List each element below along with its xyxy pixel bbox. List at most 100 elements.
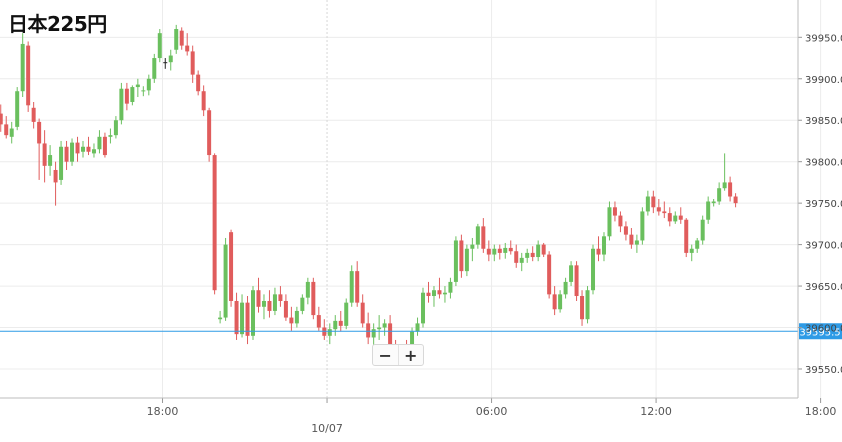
candle bbox=[179, 27, 184, 50]
candle-body bbox=[37, 121, 42, 144]
candle-body bbox=[75, 142, 80, 154]
candle-body bbox=[196, 74, 201, 92]
candle bbox=[634, 234, 639, 253]
candle bbox=[640, 207, 645, 245]
candle bbox=[525, 248, 530, 263]
candle-body bbox=[580, 296, 585, 320]
candle-body bbox=[481, 226, 486, 249]
candle-body bbox=[20, 43, 25, 92]
candle bbox=[700, 215, 705, 245]
candle-body bbox=[421, 292, 426, 324]
candle bbox=[497, 244, 502, 260]
candle-body bbox=[190, 51, 195, 75]
candle bbox=[464, 244, 469, 277]
candle-body bbox=[514, 251, 519, 263]
candle bbox=[311, 277, 316, 320]
candle-body bbox=[48, 155, 53, 166]
candle bbox=[629, 228, 634, 249]
candle-body bbox=[64, 146, 69, 162]
candle bbox=[442, 286, 447, 303]
candle bbox=[459, 234, 464, 278]
candle bbox=[601, 232, 606, 262]
candle-body bbox=[656, 207, 661, 212]
candle bbox=[102, 132, 107, 158]
candle bbox=[426, 281, 431, 303]
candle bbox=[722, 153, 727, 191]
candle bbox=[81, 140, 86, 158]
candle-body bbox=[377, 327, 382, 330]
candle-body bbox=[0, 113, 3, 125]
candle-body bbox=[15, 91, 20, 127]
candle bbox=[338, 310, 343, 332]
candle bbox=[278, 286, 283, 307]
candle-body bbox=[695, 240, 700, 249]
x-tick-label: 10/07 bbox=[311, 422, 343, 435]
candle bbox=[130, 85, 135, 106]
candle bbox=[519, 252, 524, 272]
candle bbox=[596, 236, 601, 262]
candle-body bbox=[492, 248, 497, 255]
candle-body bbox=[311, 281, 316, 316]
candle bbox=[421, 287, 426, 328]
candle bbox=[558, 290, 563, 313]
candle bbox=[563, 277, 568, 299]
candle-body bbox=[475, 226, 480, 245]
candle bbox=[283, 294, 288, 321]
candle-body bbox=[53, 169, 58, 183]
candle-body bbox=[26, 45, 31, 106]
candle-body bbox=[207, 110, 212, 156]
candle-body bbox=[525, 252, 530, 258]
zoom-control: − + bbox=[372, 344, 424, 366]
candle-body bbox=[634, 240, 639, 245]
candle-body bbox=[344, 302, 349, 326]
candle bbox=[272, 287, 277, 316]
candle bbox=[135, 78, 140, 98]
candle bbox=[492, 244, 497, 262]
y-tick-label: 39700.0 bbox=[805, 241, 842, 252]
candles-layer bbox=[0, 24, 738, 365]
candle-body bbox=[711, 201, 716, 204]
candle-body bbox=[355, 271, 360, 303]
candle-body bbox=[360, 302, 365, 324]
candle bbox=[97, 130, 102, 154]
candle bbox=[448, 277, 453, 299]
candle-body bbox=[152, 58, 157, 79]
candle-body bbox=[415, 323, 420, 332]
candle-body bbox=[42, 143, 47, 166]
zoom-in-button[interactable]: + bbox=[397, 345, 424, 365]
candle-body bbox=[97, 136, 102, 150]
candle-body bbox=[163, 62, 168, 64]
candle bbox=[37, 118, 42, 180]
candle bbox=[119, 82, 124, 125]
candle-body bbox=[316, 315, 321, 328]
candle bbox=[245, 296, 250, 345]
candle bbox=[503, 242, 508, 259]
candle bbox=[651, 190, 656, 214]
candle-body bbox=[338, 320, 343, 326]
candle-body bbox=[218, 317, 223, 320]
candle bbox=[75, 136, 80, 162]
candle bbox=[168, 49, 173, 71]
x-tick-label: 12:00 bbox=[640, 405, 672, 418]
candle-body bbox=[640, 211, 645, 241]
candle-body bbox=[146, 78, 151, 91]
candle-body bbox=[327, 329, 332, 336]
candle-body bbox=[591, 248, 596, 291]
candle bbox=[251, 286, 256, 340]
candle bbox=[190, 45, 195, 83]
candle-body bbox=[86, 146, 91, 152]
candle-body bbox=[201, 91, 206, 111]
current-price-tag bbox=[799, 323, 842, 340]
candle-body bbox=[623, 226, 628, 235]
candle bbox=[580, 290, 585, 326]
candle bbox=[256, 277, 261, 313]
candle bbox=[305, 277, 310, 305]
candle-body bbox=[728, 182, 733, 197]
candle-body bbox=[618, 215, 623, 227]
candle bbox=[31, 101, 36, 129]
zoom-out-button[interactable]: − bbox=[378, 345, 392, 365]
candle bbox=[108, 128, 113, 144]
candle bbox=[207, 107, 212, 162]
candle bbox=[322, 319, 327, 340]
candle bbox=[229, 229, 234, 307]
